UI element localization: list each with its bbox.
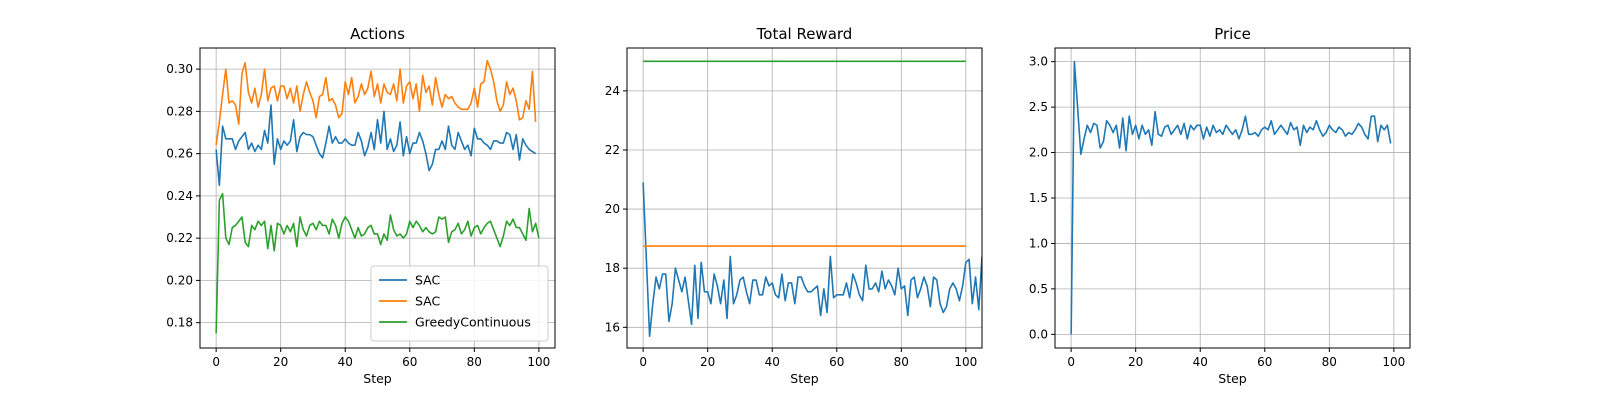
x-tick-label: 20 — [1128, 355, 1143, 369]
x-tick-label: 100 — [1382, 355, 1405, 369]
plot-frame — [1054, 47, 1411, 349]
x-tick-label: 20 — [273, 355, 288, 369]
series-line-1 — [215, 104, 537, 187]
x-tick-label: 100 — [527, 355, 550, 369]
y-tick-label: 0.26 — [166, 147, 193, 161]
chart-title: Actions — [350, 25, 405, 43]
y-tick-label: 22 — [605, 143, 620, 157]
x-tick-label: 0 — [639, 355, 647, 369]
x-tick-label: 80 — [894, 355, 909, 369]
plot-frame — [199, 47, 556, 349]
x-tick-label: 80 — [1322, 355, 1337, 369]
series-line-1 — [1070, 60, 1392, 335]
series-line-1 — [642, 182, 982, 337]
y-tick-label: 1.5 — [1029, 191, 1048, 205]
y-tick-label: 0.18 — [166, 316, 193, 330]
y-tick-label: 16 — [605, 320, 620, 334]
chart-panel-1: 0 20 40 60 80 100 0.18 0.20 0.22 0.24 0.26 0.28 0.30… — [166, 25, 556, 386]
legend: SAC SAC GreedyContinuous — [370, 265, 549, 342]
y-tick-label: 1.0 — [1029, 236, 1048, 250]
series-line-2 — [215, 59, 537, 146]
legend-label: SAC — [415, 273, 440, 288]
y-tick-label: 18 — [605, 261, 620, 275]
chart-panel-3: 0 20 40 60 80 100 0.0 0.5 1.0 1.5 2.0 2.5 3.0 Price St… — [1029, 25, 1411, 386]
series-line-3 — [215, 192, 540, 334]
plot-frame — [626, 47, 983, 349]
x-tick-label: 0 — [212, 355, 220, 369]
y-tick-label: 3.0 — [1029, 55, 1048, 69]
legend-label: SAC — [415, 294, 440, 309]
y-tick-label: 0.5 — [1029, 282, 1048, 296]
chart-panel-2: 0 20 40 60 80 100 16 18 20 22 24 Total Reward Step — [605, 25, 983, 386]
x-tick-label: 100 — [954, 355, 977, 369]
x-tick-label: 40 — [1193, 355, 1208, 369]
y-tick-label: 0.22 — [166, 231, 193, 245]
x-axis-label: Step — [1218, 371, 1247, 386]
y-tick-label: 0.0 — [1029, 327, 1048, 341]
y-tick-label: 20 — [605, 202, 620, 216]
y-tick-label: 0.20 — [166, 273, 193, 287]
y-tick-label: 0.28 — [166, 104, 193, 118]
y-tick-label: 0.30 — [166, 62, 193, 76]
y-tick-label: 2.0 — [1029, 146, 1048, 160]
x-tick-label: 0 — [1067, 355, 1075, 369]
y-tick-label: 2.5 — [1029, 100, 1048, 114]
y-tick-label: 24 — [605, 84, 620, 98]
chart-title: Total Reward — [756, 25, 853, 43]
legend-label: GreedyContinuous — [415, 315, 531, 330]
x-tick-label: 60 — [402, 355, 417, 369]
legend-box — [370, 265, 549, 342]
x-tick-label: 20 — [700, 355, 715, 369]
x-tick-label: 60 — [829, 355, 844, 369]
x-tick-label: 80 — [467, 355, 482, 369]
x-tick-label: 40 — [338, 355, 353, 369]
x-tick-label: 40 — [765, 355, 780, 369]
x-axis-label: Step — [363, 371, 392, 386]
x-tick-label: 60 — [1257, 355, 1272, 369]
x-axis-label: Step — [790, 371, 819, 386]
y-tick-label: 0.24 — [166, 189, 193, 203]
chart-title: Price — [1214, 25, 1251, 43]
